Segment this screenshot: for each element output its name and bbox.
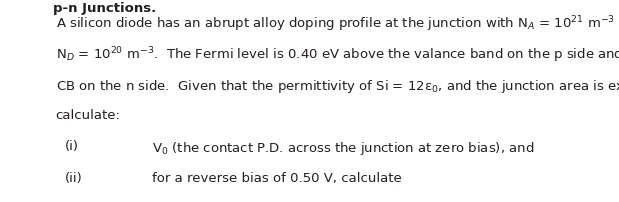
Text: (ii): (ii) bbox=[65, 171, 83, 184]
Text: V$_{0}$ (the contact P.D. across the junction at zero bias), and: V$_{0}$ (the contact P.D. across the jun… bbox=[152, 139, 534, 156]
Text: A silicon diode has an abrupt alloy doping profile at the junction with N$_{A}$ : A silicon diode has an abrupt alloy dopi… bbox=[56, 14, 619, 34]
Text: for a reverse bias of 0.50 V, calculate: for a reverse bias of 0.50 V, calculate bbox=[152, 171, 401, 184]
Text: (i): (i) bbox=[65, 139, 79, 152]
Text: N$_{D}$ = 10$^{20}$ m$^{−3}$.  The Fermi level is 0.40 eV above the valance band: N$_{D}$ = 10$^{20}$ m$^{−3}$. The Fermi … bbox=[56, 45, 619, 65]
Text: p-n Junctions.: p-n Junctions. bbox=[53, 2, 156, 15]
Text: calculate:: calculate: bbox=[56, 108, 121, 121]
Text: CB on the n side.  Given that the permittivity of Si = 12ε$_{0}$, and the juncti: CB on the n side. Given that the permitt… bbox=[56, 77, 619, 96]
